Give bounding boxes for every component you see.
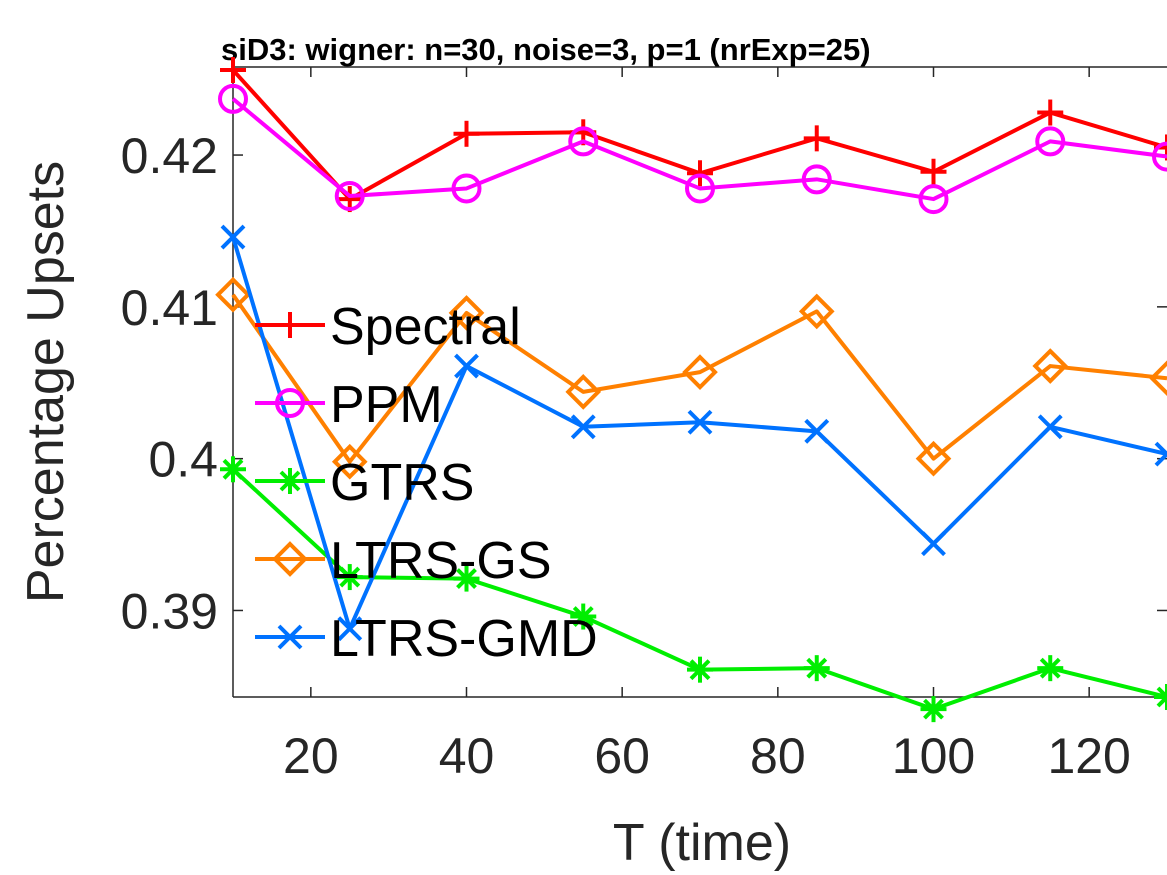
legend-label: LTRS-GS <box>330 532 552 590</box>
x-tick-label: 40 <box>439 728 495 784</box>
data-point-spectral <box>453 120 480 147</box>
x-tick-label: 100 <box>892 728 975 784</box>
data-point-ppm <box>1035 126 1066 157</box>
y-axis-label: Percentage Upsets <box>17 161 75 603</box>
data-point-ppm <box>451 173 482 204</box>
data-point-ltrs-gs <box>215 276 251 313</box>
data-point-gtrs <box>336 564 363 591</box>
data-point-ltrs-gs <box>331 443 368 480</box>
data-point-ppm <box>334 181 365 212</box>
data-point-ltrs-gs <box>682 354 718 390</box>
data-point-ppm <box>801 164 832 195</box>
data-point-ppm <box>1152 141 1167 172</box>
legend-label: Spectral <box>330 298 521 356</box>
legend-item-ltrs-gs: LTRS-GS <box>255 532 552 590</box>
y-tick-label: 0.39 <box>121 583 218 639</box>
legend-label: GTRS <box>330 454 474 512</box>
legend-item-ltrs-gmd: LTRS-GMD <box>255 610 598 668</box>
data-point-gtrs <box>570 603 597 630</box>
y-tick-label: 0.4 <box>148 432 218 488</box>
legend-item-ppm: PPM <box>255 376 443 434</box>
data-point-ltrs-gs <box>798 293 835 330</box>
plot-area <box>215 57 1167 723</box>
x-axis-label: T (time) <box>613 814 791 872</box>
data-point-ppm <box>568 126 599 157</box>
y-tick-label: 0.41 <box>121 280 218 336</box>
legend-swatch-marker <box>277 624 303 650</box>
data-point-gtrs <box>920 696 947 723</box>
data-point-gtrs <box>687 656 713 683</box>
data-point-spectral <box>1037 99 1064 126</box>
x-tick-label: 20 <box>283 728 339 784</box>
data-point-ppm <box>918 184 949 215</box>
data-point-ltrs-gmd <box>454 353 479 379</box>
legend-item-gtrs: GTRS <box>255 454 474 512</box>
data-point-ltrs-gs <box>915 440 952 477</box>
x-tick-label: 120 <box>1047 728 1130 784</box>
legend-item-spectral: Spectral <box>255 298 521 356</box>
chart-title: siD3: wigner: n=30, noise=3, p=1 (nrExp=… <box>221 32 871 67</box>
data-point-ltrs-gs <box>1149 360 1167 397</box>
data-point-ltrs-gmd <box>687 409 713 435</box>
legend-swatch-marker <box>272 541 308 577</box>
data-point-gtrs <box>453 565 480 592</box>
data-point-gtrs <box>220 456 246 483</box>
legend: Spectral PPM GTRS LTRS-GS LTRS-GMD <box>255 298 598 668</box>
data-point-ltrs-gmd <box>570 414 596 440</box>
y-tick-label: 0.42 <box>121 128 218 184</box>
data-point-ltrs-gmd <box>804 418 830 444</box>
data-point-ltrs-gs <box>1032 348 1069 384</box>
series-line-ppm <box>231 97 1167 202</box>
data-point-gtrs <box>1037 655 1064 682</box>
x-tick-label: 80 <box>750 728 806 784</box>
legend-swatch-marker <box>277 312 303 338</box>
data-point-spectral <box>687 160 713 187</box>
series-line-ltrs-gs <box>231 293 1167 464</box>
data-point-ltrs-gmd <box>921 531 946 557</box>
data-point-ppm <box>218 83 248 114</box>
axes: 20 40 60 80 100 120 0.39 0.4 0.41 0.42 <box>121 66 1167 784</box>
legend-swatch-marker <box>277 468 303 494</box>
legend-swatch-marker <box>275 388 305 418</box>
data-point-gtrs <box>1154 684 1167 710</box>
legend-label: PPM <box>330 376 443 434</box>
data-point-spectral <box>803 125 830 152</box>
data-point-ltrs-gmd <box>1037 414 1063 440</box>
data-point-ltrs-gs <box>448 295 485 331</box>
data-point-spectral <box>220 57 246 84</box>
legend-label: LTRS-GMD <box>330 610 598 668</box>
data-point-ppm <box>685 173 715 204</box>
data-point-ltrs-gmd <box>337 616 363 642</box>
data-point-ltrs-gmd <box>1154 441 1167 467</box>
x-tick-label: 60 <box>594 728 650 784</box>
data-point-gtrs <box>803 655 830 682</box>
data-point-ltrs-gs <box>565 374 602 410</box>
data-point-ltrs-gmd <box>220 224 246 250</box>
data-point-spectral <box>920 158 947 185</box>
